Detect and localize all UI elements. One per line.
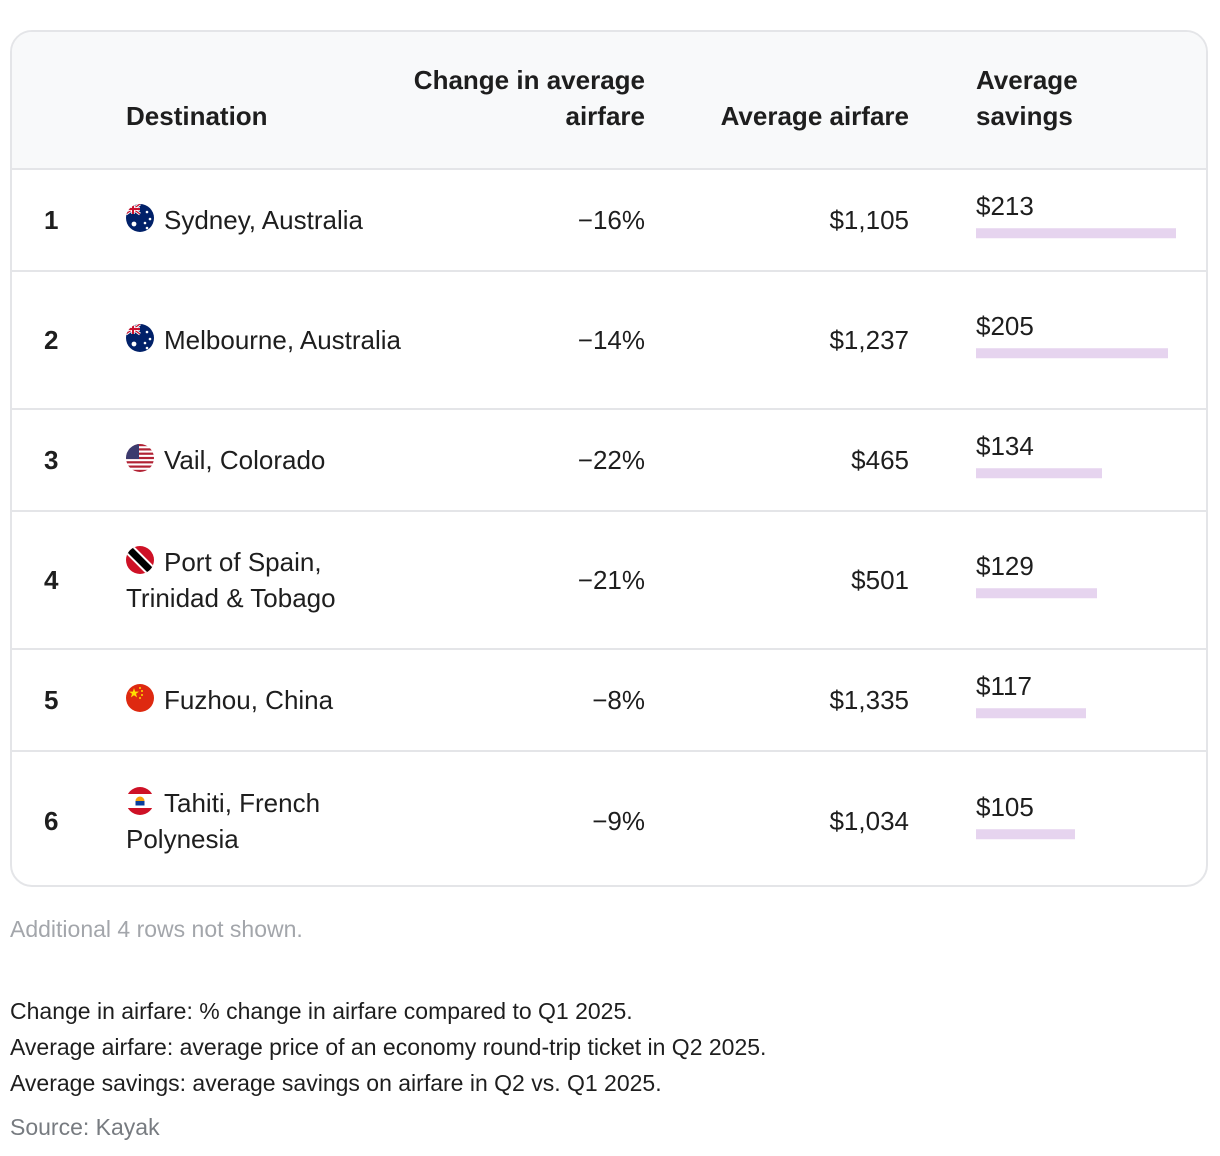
source-note: Source: Kayak	[10, 1114, 160, 1140]
average-airfare-cell: $1,034	[829, 805, 909, 836]
savings-bar	[976, 828, 1075, 839]
average-savings-cell: $105	[976, 791, 1196, 839]
trinidad-tobago-flag-icon	[126, 546, 154, 574]
average-airfare-cell: $1,335	[829, 685, 909, 715]
rank-cell: 6	[44, 805, 59, 836]
rank-cell: 4	[44, 565, 59, 595]
australia-flag-icon	[126, 324, 154, 352]
header-change: Change in average airfare	[413, 65, 645, 131]
destination-label: Tahiti, French Polynesia	[126, 787, 321, 854]
destination-label: Sydney, Australia	[164, 205, 363, 235]
savings-bar	[976, 468, 1102, 479]
average-airfare-definition: Average airfare: average price of an eco…	[10, 1034, 767, 1060]
change-definition: Change in airfare: % change in airfare c…	[10, 998, 633, 1024]
average-savings-definition: Average savings: average savings on airf…	[10, 1070, 662, 1096]
average-airfare-cell: $1,105	[829, 205, 909, 235]
average-savings-cell: $134	[976, 430, 1196, 479]
average-savings-cell: $213	[976, 190, 1196, 239]
savings-value: $105	[976, 791, 1034, 822]
airfare-table: Destination Change in average airfare Av…	[10, 30, 1208, 887]
average-airfare-cell: $501	[851, 565, 909, 595]
destination-cell: Sydney, Australia	[126, 202, 416, 238]
usa-flag-icon	[126, 444, 154, 472]
change-cell: −22%	[577, 445, 645, 475]
table-row: 4 Port of Spain, Trinidad & Tobago −21% $50…	[12, 512, 1206, 650]
savings-bar	[976, 708, 1086, 719]
savings-value: $213	[976, 191, 1034, 222]
header-average-airfare: Average airfare	[720, 101, 909, 131]
hidden-rows-note: Additional 4 rows not shown.	[10, 916, 303, 942]
savings-bar	[976, 348, 1168, 359]
rank-cell: 2	[44, 325, 59, 355]
table-header: Destination Change in average airfare Av…	[12, 32, 1206, 170]
table-row: 5 Fuzhou, China −8% $1,335 $117	[12, 650, 1206, 752]
table-row: 6 Tahiti, French Polynesia −9% $1,034 $105	[12, 752, 1206, 885]
change-cell: −21%	[577, 565, 645, 595]
change-cell: −16%	[577, 205, 645, 235]
table-row: 3 Vail, Colorado −22% $465 $134	[12, 410, 1206, 512]
destination-label: Fuzhou, China	[164, 685, 334, 715]
change-cell: −8%	[592, 685, 645, 715]
destination-label: Melbourne, Australia	[164, 325, 402, 355]
table-row: 1 Sydney, Australia −16% $1,105 $213	[12, 170, 1206, 272]
change-cell: −9%	[592, 805, 645, 836]
savings-value: $117	[976, 671, 1032, 702]
destination-label: Port of Spain, Trinidad & Tobago	[126, 547, 336, 613]
average-savings-cell: $117	[976, 670, 1196, 719]
french-polynesia-flag-icon	[126, 786, 154, 815]
change-cell: −14%	[577, 325, 645, 355]
china-flag-icon	[126, 684, 154, 712]
rank-cell: 3	[44, 445, 59, 475]
table-row: 2 Melbourne, Australia −14% $1,237 $205	[12, 272, 1206, 410]
destination-label: Vail, Colorado	[164, 445, 326, 475]
savings-bar	[976, 228, 1176, 239]
average-savings-cell: $205	[976, 310, 1196, 359]
header-destination: Destination	[126, 101, 268, 131]
australia-flag-icon	[126, 204, 154, 232]
savings-value: $205	[976, 311, 1034, 342]
destination-cell: Melbourne, Australia	[126, 322, 416, 358]
destination-cell: Port of Spain, Trinidad & Tobago	[126, 544, 416, 616]
average-airfare-cell: $1,237	[829, 325, 909, 355]
average-savings-cell: $129	[976, 550, 1196, 599]
destination-cell: Fuzhou, China	[126, 682, 416, 718]
destination-cell: Vail, Colorado	[126, 442, 416, 478]
average-airfare-cell: $465	[851, 445, 909, 475]
header-average-savings: Average savings	[976, 65, 1078, 131]
destination-cell: Tahiti, French Polynesia	[126, 785, 416, 857]
savings-value: $134	[976, 431, 1034, 462]
rank-cell: 1	[44, 205, 59, 235]
rank-cell: 5	[44, 685, 59, 715]
savings-value: $129	[976, 551, 1034, 582]
savings-bar	[976, 588, 1097, 599]
